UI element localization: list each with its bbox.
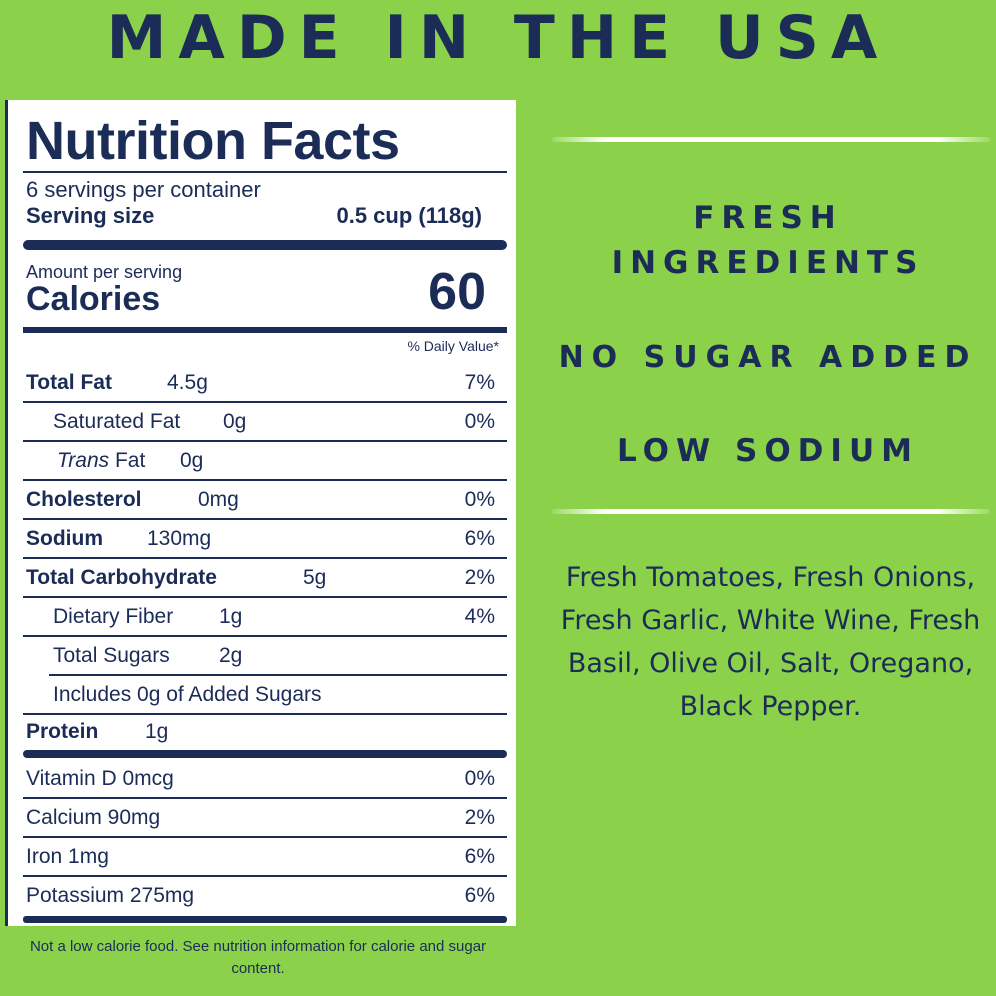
vitamin-row-potassium: Potassium 275mg 6% [23, 877, 507, 916]
nutrient-name: Total Carbohydrate [26, 566, 217, 589]
vitamin-row-calcium: Calcium 90mg 2% [23, 799, 507, 838]
vitamin-name: Potassium 275mg [26, 884, 195, 907]
nutrient-amount: 5g [303, 566, 327, 589]
nutrient-amount: 130mg [147, 527, 212, 550]
thick-rule [23, 750, 507, 758]
nutrition-facts-title: Nutrition Facts [26, 111, 400, 171]
medium-rule [23, 327, 507, 333]
vitamin-daily-value: 0% [464, 767, 495, 790]
nutrient-amount: 0g [223, 410, 247, 433]
nutrient-daily-value: 0% [464, 488, 495, 511]
trans-label: Trans [57, 449, 110, 472]
daily-value-header: % Daily Value* [407, 338, 499, 354]
amount-per-serving: Amount per serving [26, 262, 183, 282]
vitamin-daily-value: 6% [464, 845, 495, 868]
vitamin-daily-value: 2% [464, 806, 495, 829]
nutrient-amount: 0g [180, 449, 204, 472]
nutrient-row-protein: Protein 1g [23, 713, 507, 752]
nutrient-row-added-sugars: Includes 0g of Added Sugars [23, 676, 507, 715]
headline: MADE IN THE USA [106, 3, 890, 73]
calories-label: Calories [26, 280, 161, 318]
nutrient-name: Total Sugars [53, 644, 170, 667]
nutrient-amount: 0mg [198, 488, 239, 511]
nutrient-daily-value: 2% [464, 566, 495, 589]
thick-rule [23, 240, 507, 250]
serving-size-label: Serving size [26, 203, 155, 228]
claim-low-sodium: LOW SODIUM [617, 433, 919, 469]
nutrient-amount: 2g [219, 644, 243, 667]
nutrient-row-sodium: Sodium 130mg 6% [23, 520, 507, 559]
nutrient-daily-value: 4% [464, 605, 495, 628]
nutrient-row-total-fat: Total Fat 4.5g 7% [23, 364, 507, 403]
nutrient-amount: 1g [145, 720, 169, 743]
serving-size-value: 0.5 cup (118g) [336, 203, 482, 228]
nutrition-facts-panel: Nutrition Facts 6 servings per container… [5, 100, 516, 926]
ingredients-list: Fresh Tomatoes, Fresh Onions, Fresh Garl… [560, 562, 981, 722]
claim-fresh: FRESH [693, 200, 843, 236]
nutrient-name: Dietary Fiber [53, 605, 174, 628]
vitamin-daily-value: 6% [464, 884, 495, 907]
nutrient-row-saturated-fat: Saturated Fat 0g 0% [23, 403, 507, 442]
nutrient-row-cholesterol: Cholesterol 0mg 0% [23, 481, 507, 520]
claim-ingredients: INGREDIENTS [611, 245, 925, 281]
vitamin-name: Iron 1mg [26, 845, 109, 868]
nutrient-name: Sodium [26, 527, 103, 550]
nutrient-daily-value: 6% [464, 527, 495, 550]
calories-value: 60 [428, 263, 486, 321]
bottom-rule [23, 916, 507, 923]
nutrient-name: Protein [26, 720, 99, 743]
nutrient-name: Total Fat [26, 371, 112, 394]
nutrient-name: Fat [114, 449, 146, 472]
nutrient-name: Includes 0g of Added Sugars [53, 683, 322, 706]
vitamin-name: Vitamin D 0mcg [26, 767, 174, 790]
nutrient-daily-value: 7% [464, 371, 495, 394]
nutrient-amount: 4.5g [167, 371, 208, 394]
nutrient-row-trans-fat: Trans Fat 0g [23, 442, 507, 481]
nutrient-name: Saturated Fat [53, 410, 181, 433]
footnote: Not a low calorie food. See nutrition in… [29, 938, 487, 977]
divider-rule [23, 171, 507, 173]
nutrient-name: Cholesterol [26, 488, 142, 511]
servings-per-container: 6 servings per container [26, 177, 261, 202]
vitamin-row-iron: Iron 1mg 6% [23, 838, 507, 877]
nutrient-row-total-carbohydrate: Total Carbohydrate 5g 2% [23, 559, 507, 598]
white-divider-bottom [552, 509, 990, 514]
white-divider-top [552, 137, 990, 142]
claim-no-sugar-added: NO SUGAR ADDED [558, 340, 978, 375]
nutrient-row-total-sugars: Total Sugars 2g [23, 637, 507, 676]
vitamin-row-vitamin-d: Vitamin D 0mcg 0% [23, 760, 507, 799]
vitamin-name: Calcium 90mg [26, 806, 161, 829]
nutrient-daily-value: 0% [464, 410, 495, 433]
nutrient-amount: 1g [219, 605, 243, 628]
nutrient-row-dietary-fiber: Dietary Fiber 1g 4% [23, 598, 507, 637]
